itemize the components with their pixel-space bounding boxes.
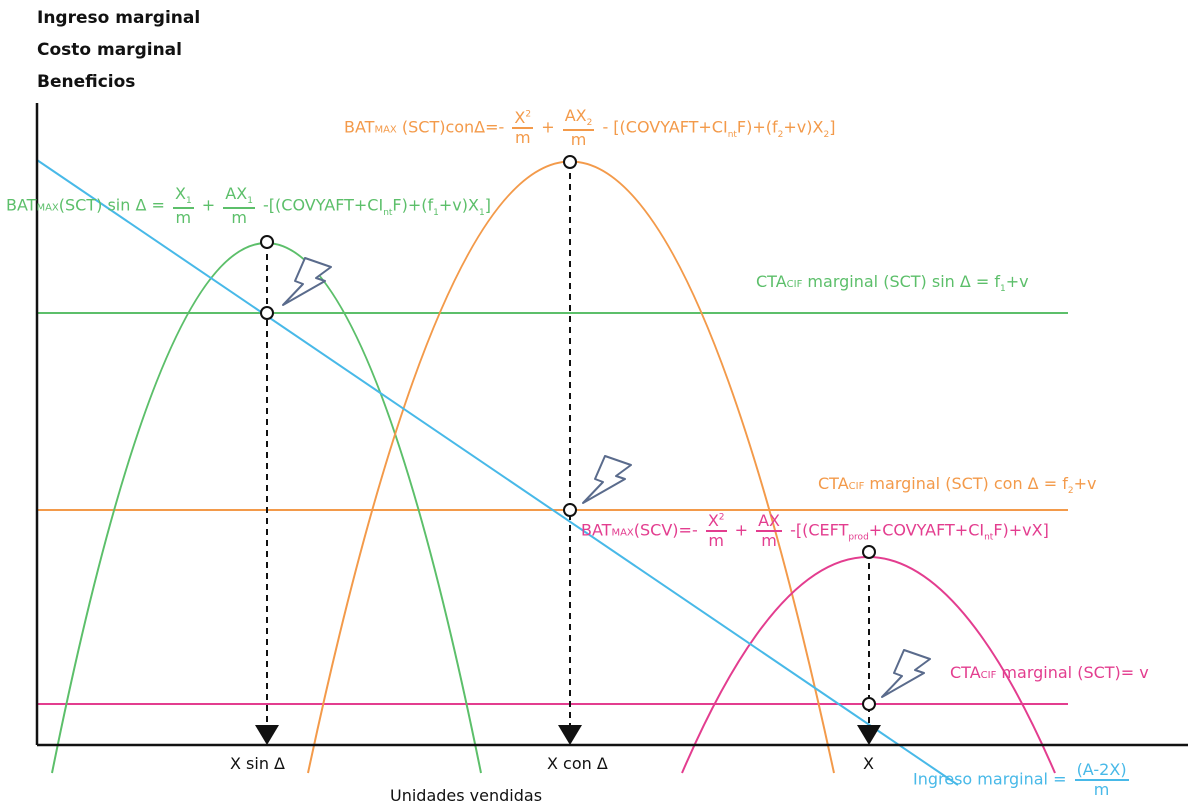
y-axis-label-line1: Ingreso marginal [37,8,201,28]
pink-intersection-point [862,697,876,711]
x-tick-sin: X sin Δ [230,754,285,773]
y-axis-label-line3: Beneficios [37,72,136,92]
orange-bat-formula: BATMAX (SCT)conΔ=- X2 m + AX2 m - [(COVYAF… [344,106,836,150]
arrowhead-sin [255,725,279,745]
marginal-revenue-line [36,159,959,786]
green-bat-formula: BATMAX(SCT) sin Δ = X1 m + AX1 m -[(COVYAF… [6,184,491,228]
lightning-bolt-icon [282,257,332,306]
marginal-revenue-formula: Ingreso marginal = (A-2X) m [913,760,1129,799]
orange-max-point [563,155,577,169]
orange-cta-label: CTACIF marginal (SCT) con Δ = f2+v [818,474,1097,497]
arrowhead-con [558,725,582,745]
y-axis-label-line2: Costo marginal [37,40,182,60]
orange-intersection-point [563,503,577,517]
lightning-bolt-icon [582,455,632,504]
green-intersection-point [260,306,274,320]
arrowhead-x [857,725,881,745]
x-tick-x: X [863,754,874,773]
green-cta-label: CTACIF marginal (SCT) sin Δ = f1+v [756,272,1029,295]
lightning-bolt-icon [881,649,931,698]
pink-cta-label: CTACIF marginal (SCT)= v [950,663,1149,682]
x-tick-con: X con Δ [547,754,608,773]
green-max-point [260,235,274,249]
pink-max-point [862,545,876,559]
x-axis-label: Unidades vendidas [390,786,543,805]
pink-bat-formula: BATMAX(SCV)=- X2 m + AX m -[(CEFTprod+COVY… [581,511,1049,550]
